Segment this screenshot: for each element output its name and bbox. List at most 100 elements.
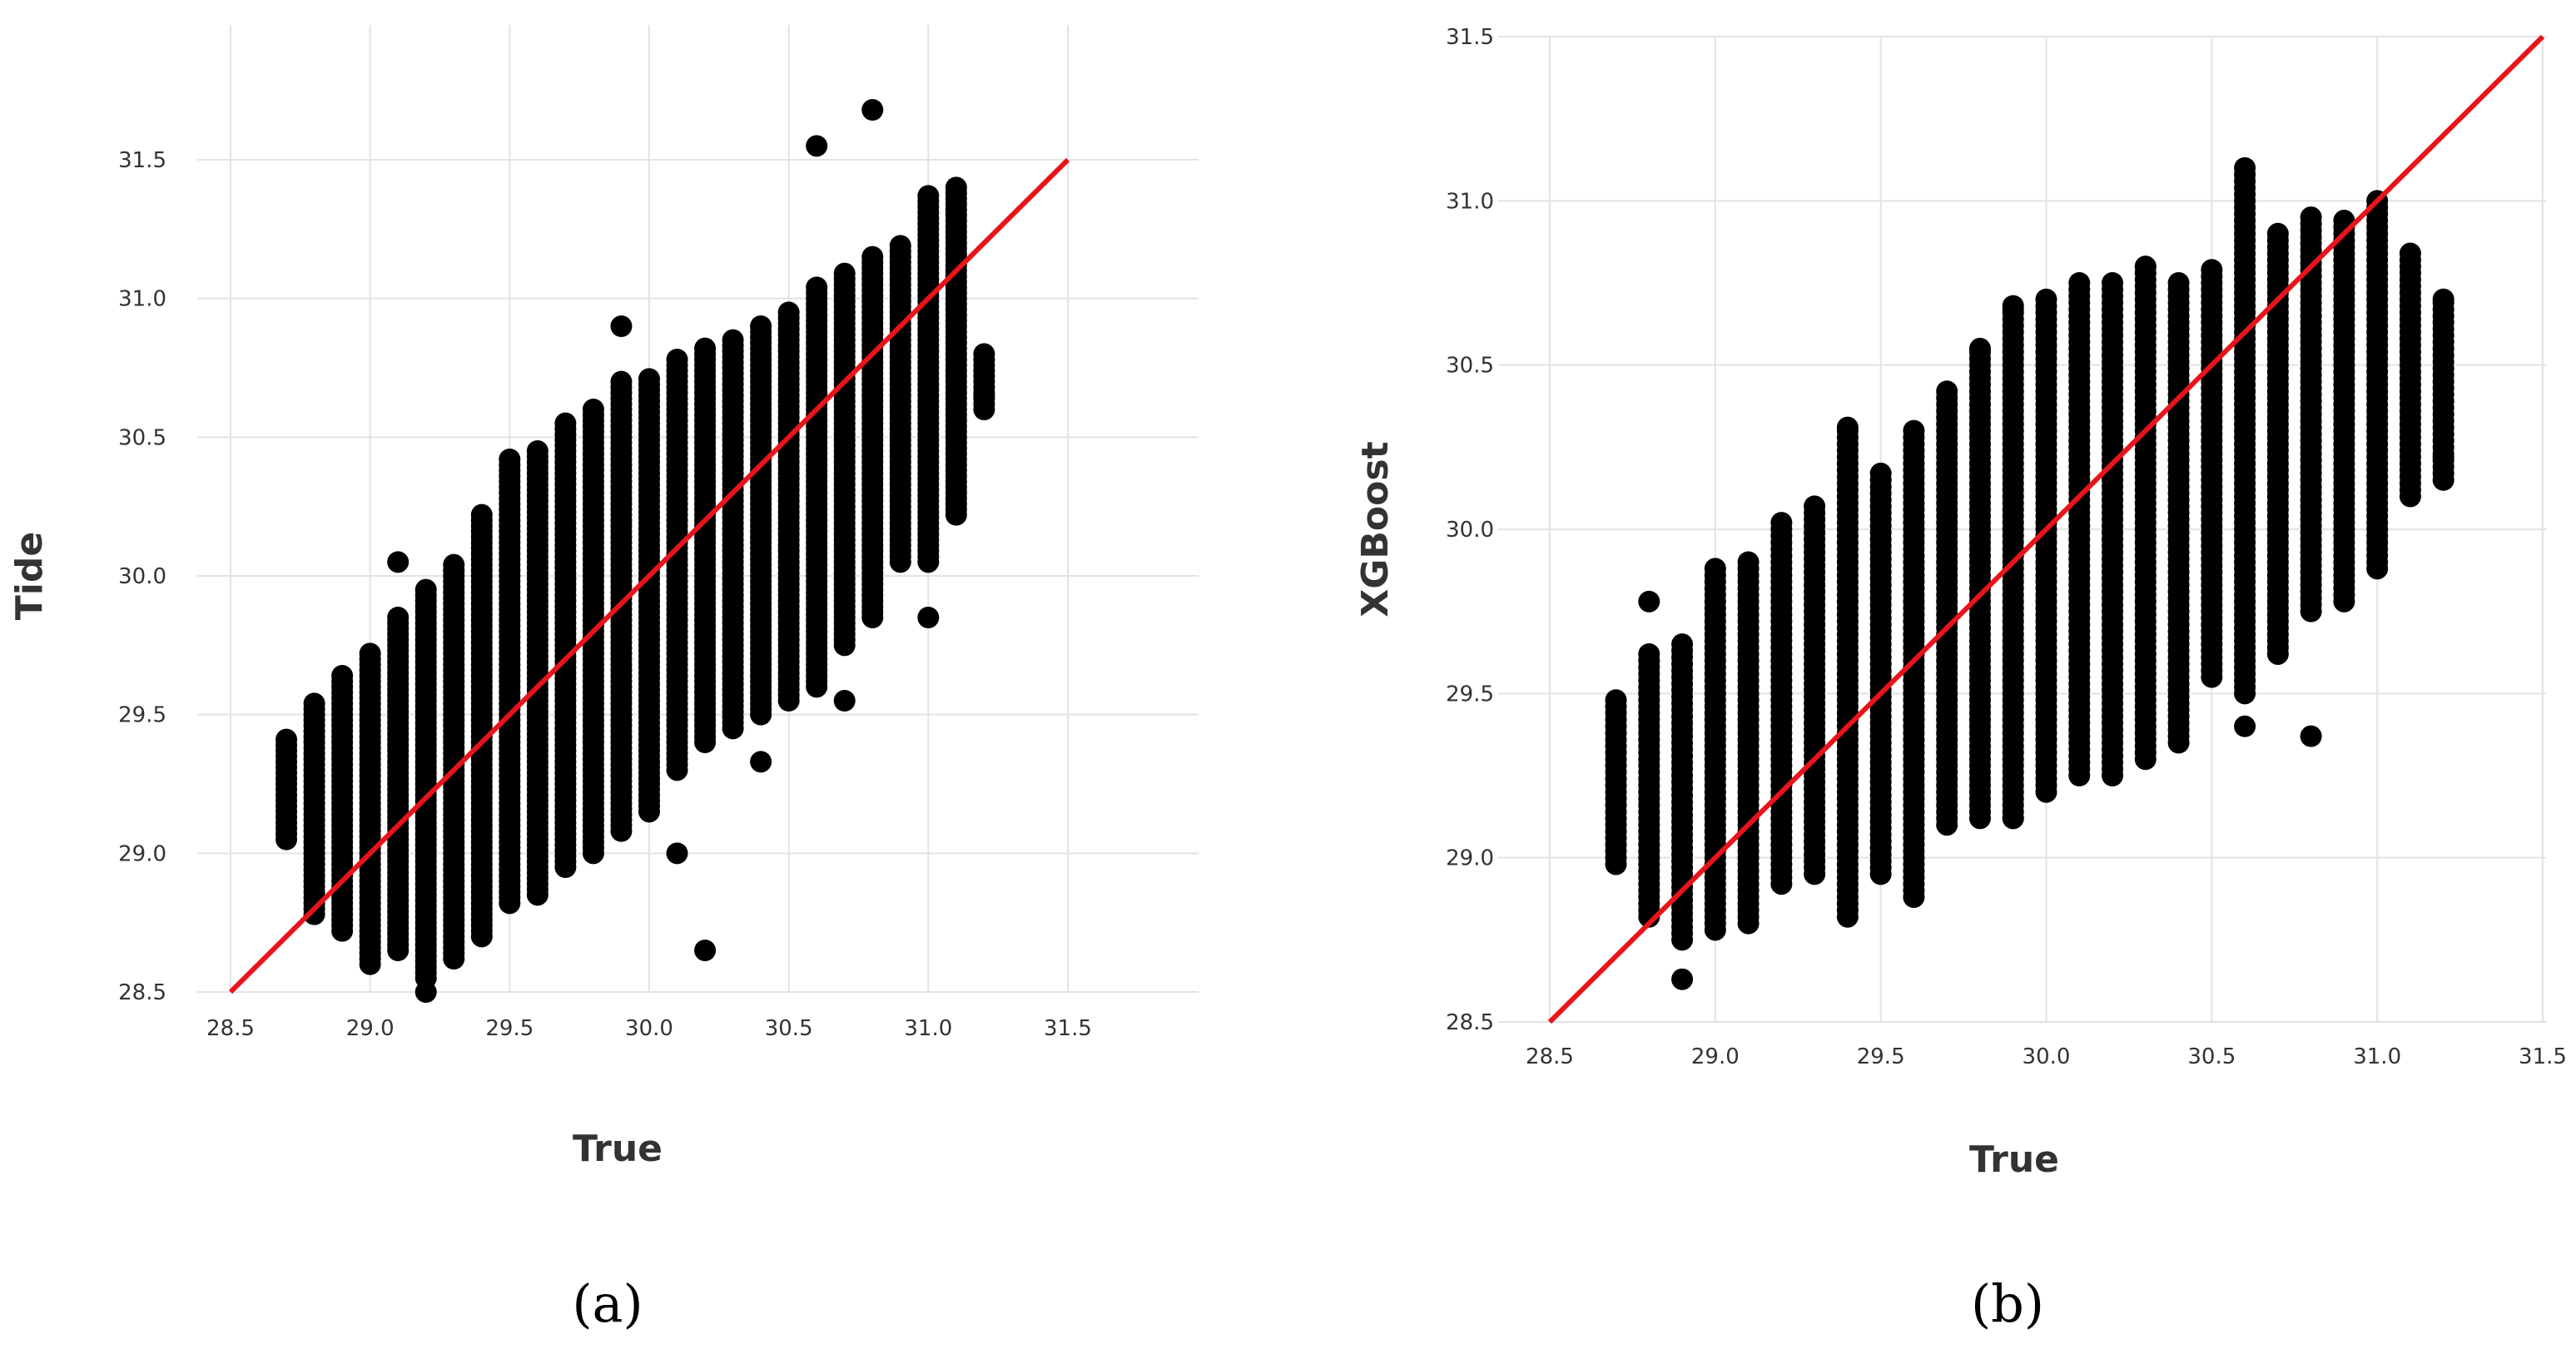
y-axis-label: Tide	[8, 532, 51, 620]
data-point	[833, 690, 856, 712]
x-tick-label: 31.5	[2519, 1044, 2567, 1069]
y-tick-label: 30.5	[1446, 354, 1494, 379]
data-point	[554, 412, 577, 434]
y-tick-labels: 28.5 29.0 29.5 30.0 30.5 31.0 31.5	[1446, 25, 1494, 1035]
data-point	[331, 665, 354, 687]
y-tick-labels: 28.5 29.0 29.5 30.0 30.5 31.0 31.5	[118, 148, 166, 1005]
data-point	[470, 503, 493, 526]
data-point	[610, 315, 633, 337]
identity-line	[1547, 34, 2545, 1024]
data-point	[2134, 255, 2157, 278]
data-point	[1605, 689, 1627, 712]
data-point	[1869, 462, 1892, 484]
data-point	[833, 262, 856, 285]
data-point	[2399, 242, 2421, 265]
data-point	[2102, 272, 2124, 294]
data-point	[861, 245, 884, 268]
data-point	[917, 185, 940, 207]
data-point	[443, 553, 465, 576]
x-tick-label: 29.0	[1691, 1044, 1740, 1069]
data-point	[359, 642, 381, 665]
data-point	[1936, 380, 1958, 403]
y-tick-label: 30.0	[1446, 518, 1494, 543]
data-point	[806, 276, 828, 299]
data-point	[2300, 725, 2322, 747]
data-point	[610, 370, 633, 393]
data-point	[2432, 288, 2454, 310]
data-point	[2234, 156, 2256, 179]
data-point	[2266, 222, 2289, 245]
data-point	[666, 349, 688, 370]
x-tick-label: 30.5	[2187, 1044, 2236, 1069]
data-point	[2035, 288, 2057, 310]
panel-label: (a)	[572, 1273, 643, 1334]
data-point	[1737, 551, 1760, 573]
data-point	[1671, 633, 1694, 656]
data-point	[2002, 807, 2024, 830]
x-tick-label: 31.0	[904, 1016, 952, 1041]
data-point	[275, 728, 298, 751]
data-point	[387, 607, 409, 628]
data-point	[1638, 590, 1660, 613]
data-point	[414, 981, 437, 1003]
x-tick-label: 29.5	[485, 1016, 534, 1041]
y-axis-label: XGBoost	[1354, 441, 1397, 617]
y-tick-label: 29.0	[1446, 846, 1494, 871]
data-points	[275, 99, 995, 1003]
y-tick-label: 31.5	[118, 148, 166, 173]
data-point	[1638, 642, 1660, 665]
y-tick-label: 31.0	[1446, 189, 1494, 214]
data-point	[2234, 715, 2256, 737]
data-point	[1671, 968, 1694, 990]
y-tick-label: 29.5	[118, 703, 166, 728]
x-tick-labels: 28.5 29.0 29.5 30.0 30.5 31.0 31.5	[1526, 1044, 2567, 1069]
data-point	[414, 578, 437, 601]
y-tick-label: 28.5	[1446, 1010, 1494, 1035]
data-point	[917, 607, 940, 628]
data-point	[973, 343, 995, 365]
data-point	[777, 301, 800, 324]
data-point	[1804, 495, 1826, 518]
data-point	[666, 842, 688, 865]
data-point	[2167, 272, 2190, 294]
data-point	[2432, 446, 2454, 469]
panel-label: (b)	[1971, 1273, 2044, 1334]
y-tick-label: 31.0	[118, 287, 166, 312]
x-tick-label: 28.5	[1526, 1044, 1574, 1069]
x-axis-label: True	[573, 1128, 663, 1170]
x-tick-label: 30.0	[625, 1016, 673, 1041]
scatter-plot-xgboost: 28.5 29.0 29.5 30.0 30.5 31.0 31.5 28.5 29.0 29.…	[1354, 25, 2567, 1334]
data-point	[945, 176, 967, 199]
y-tick-label: 31.5	[1446, 25, 1494, 50]
x-axis-label: True	[1969, 1138, 2059, 1181]
data-point	[861, 99, 884, 121]
data-point	[806, 135, 828, 157]
scatter-plot-tide: 28.5 29.0 29.5 30.0 30.5 31.0 31.5 28.5 29.0 29.…	[8, 25, 1199, 1334]
x-tick-labels: 28.5 29.0 29.5 30.0 30.5 31.0 31.5	[206, 1016, 1092, 1041]
data-point	[2201, 259, 2223, 281]
data-point	[638, 368, 660, 390]
data-point	[973, 384, 995, 407]
x-tick-label: 31.0	[2353, 1044, 2401, 1069]
data-point	[387, 551, 409, 573]
data-point	[2002, 298, 2024, 320]
x-tick-label: 29.5	[1857, 1044, 1905, 1069]
data-point	[1770, 512, 1793, 534]
data-point	[303, 692, 325, 715]
x-tick-label: 30.5	[765, 1016, 813, 1041]
identity-line	[228, 157, 1070, 994]
data-point	[582, 399, 604, 420]
x-tick-label: 29.0	[346, 1016, 395, 1041]
y-tick-label: 29.5	[1446, 682, 1494, 707]
y-tick-label: 30.0	[118, 564, 166, 589]
x-tick-label: 28.5	[206, 1016, 255, 1041]
data-point	[889, 235, 911, 257]
y-tick-label: 30.5	[118, 425, 166, 450]
data-point	[2300, 206, 2322, 229]
data-point	[722, 329, 744, 351]
data-point	[499, 449, 521, 470]
data-point	[694, 337, 717, 360]
data-point	[526, 440, 548, 462]
data-point	[750, 315, 772, 337]
